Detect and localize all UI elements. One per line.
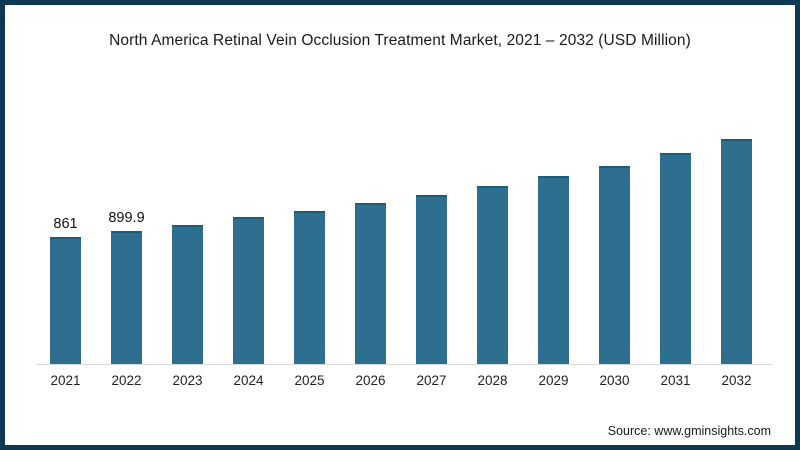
bar-2026 [355, 203, 386, 365]
bar-slot [401, 174, 462, 365]
bar-slot [706, 118, 767, 365]
bar-slot [584, 145, 645, 365]
bar-slot [279, 190, 340, 365]
bars-container: 861 899.9 [35, 95, 767, 365]
bar-2028 [477, 186, 508, 365]
bar-2022 [111, 231, 142, 365]
bar-2027 [416, 195, 447, 365]
bar-2032 [721, 139, 752, 365]
bar-2021 [50, 237, 81, 365]
bar-2029 [538, 176, 569, 365]
x-tick-label: 2026 [355, 373, 386, 388]
x-tick-label: 2031 [660, 373, 691, 388]
x-tick-label: 2029 [538, 373, 569, 388]
bar-value-label: 899.9 [108, 210, 145, 226]
bar-slot [218, 196, 279, 365]
x-tick-label: 2021 [50, 373, 81, 388]
source-text: Source: www.gminsights.com [607, 424, 771, 438]
bar-slot [462, 165, 523, 365]
chart-title: North America Retinal Vein Occlusion Tre… [109, 32, 691, 49]
x-axis-line [37, 364, 773, 365]
x-tick-label: 2023 [172, 373, 203, 388]
x-axis-labels: 2021 2022 2023 2024 2025 2026 2027 2028 2029 2030… [35, 373, 767, 388]
bar-slot [157, 204, 218, 365]
bar-slot [523, 155, 584, 365]
bar-2031 [660, 153, 691, 365]
x-tick-label: 2025 [294, 373, 325, 388]
plot-area: 861 899.9 2021 2022 2023 2024 2025 2026 2027 202… [35, 95, 773, 388]
bar-2023 [172, 225, 203, 365]
x-tick-label: 2024 [233, 373, 264, 388]
bar-2030 [599, 166, 630, 365]
x-tick-label: 2022 [111, 373, 142, 388]
x-tick-label: 2027 [416, 373, 447, 388]
bar-2025 [294, 211, 325, 365]
bar-slot: 861 [35, 216, 96, 365]
bar-2024 [233, 217, 264, 365]
bar-slot [340, 182, 401, 365]
x-tick-label: 2030 [599, 373, 630, 388]
x-tick-label: 2028 [477, 373, 508, 388]
x-tick-label: 2032 [721, 373, 752, 388]
bar-slot [645, 132, 706, 365]
bar-value-label: 861 [53, 216, 78, 232]
bar-slot: 899.9 [96, 210, 157, 365]
